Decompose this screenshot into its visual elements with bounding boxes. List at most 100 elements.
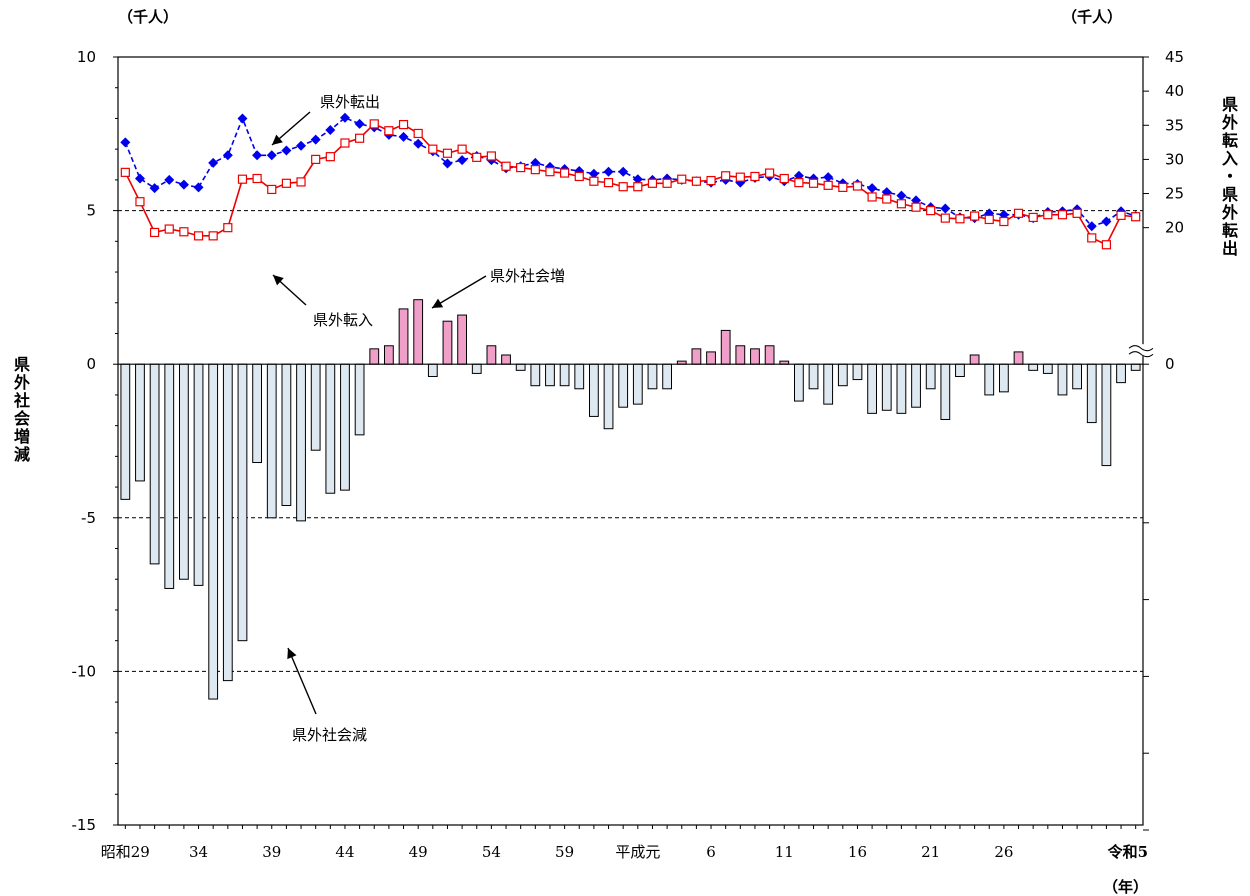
net-migration-bar xyxy=(1130,363,1141,371)
outflow-point xyxy=(281,145,292,156)
net-migration-bar xyxy=(881,363,892,411)
inflow-point xyxy=(501,161,511,171)
axis-break-wave xyxy=(1128,351,1154,358)
net-migration-bar xyxy=(164,363,175,589)
annotation-in: 県外転入 xyxy=(272,274,373,329)
net-migration-bar xyxy=(1086,363,1097,424)
net-migration-bar xyxy=(603,363,614,430)
inflow-point xyxy=(413,128,423,139)
annotation-arrow-head xyxy=(287,648,297,660)
net-migration-bar xyxy=(1042,363,1053,374)
net-migration-bar xyxy=(208,363,219,700)
outflow-point xyxy=(1101,216,1112,227)
outflow-point xyxy=(603,166,614,177)
annotation-arrow-line xyxy=(287,647,317,715)
net-migration-bar xyxy=(662,363,673,390)
outflow-point xyxy=(134,173,145,184)
outflow-point xyxy=(398,131,409,142)
outflow-point xyxy=(1086,221,1097,232)
net-migration-bar xyxy=(252,363,262,464)
x-category-label: 21 xyxy=(921,843,940,861)
inflow-point xyxy=(735,172,745,182)
inflow-point xyxy=(237,174,248,184)
net-migration-bar xyxy=(720,329,731,365)
net-migration-bar xyxy=(852,363,863,381)
net-migration-bar xyxy=(384,345,394,365)
inflow-point xyxy=(633,182,643,192)
net-migration-bar xyxy=(193,363,204,586)
annotation-arrow-head xyxy=(272,134,283,145)
inflow-point xyxy=(589,176,599,186)
net-migration-bar xyxy=(750,348,760,365)
net-migration-bar xyxy=(545,363,555,387)
right-tick-label: 30 xyxy=(1165,150,1184,168)
outflow-line xyxy=(124,116,1136,228)
net-migration-bar xyxy=(310,363,321,451)
left-tick-label: 10 xyxy=(77,48,96,66)
net-migration-bar xyxy=(794,363,804,402)
net-migration-bar xyxy=(559,363,570,387)
inflow-point xyxy=(1057,210,1068,220)
net-migration-bar xyxy=(369,348,380,365)
x-category-label: 39 xyxy=(262,843,281,861)
net-migration-bar xyxy=(1013,351,1024,365)
inflow-line xyxy=(124,122,1136,246)
outflow-point xyxy=(632,174,643,185)
net-migration-bar xyxy=(574,363,585,390)
inflow-point xyxy=(267,184,277,195)
x-category-label: 26 xyxy=(994,843,1013,861)
net-migration-bar xyxy=(764,345,775,365)
inflow-point xyxy=(150,227,160,238)
inflow-point xyxy=(223,223,233,233)
right-tick-label: 40 xyxy=(1165,82,1184,100)
outflow-point xyxy=(266,150,277,161)
inflow-point xyxy=(691,176,701,186)
inflow-point xyxy=(618,182,628,192)
inflow-point xyxy=(560,168,570,178)
inflow-point xyxy=(311,154,321,164)
net-migration-bar xyxy=(120,363,131,500)
net-migration-bar xyxy=(808,363,819,390)
inflow-point xyxy=(296,177,306,187)
net-migration-bar xyxy=(1072,363,1082,390)
inflow-point xyxy=(677,174,687,184)
net-migration-bar xyxy=(135,363,145,482)
inflow-point xyxy=(852,181,863,191)
net-migration-bar xyxy=(969,354,980,365)
net-migration-bar xyxy=(589,363,599,417)
inflow-point xyxy=(472,152,482,162)
x-category-label: 54 xyxy=(482,843,501,861)
net-migration-bar xyxy=(940,363,951,420)
outflow-point xyxy=(618,166,629,177)
inflow-point xyxy=(867,192,877,202)
net-migration-bar xyxy=(427,363,438,377)
x-category-label: 16 xyxy=(848,843,867,861)
net-migration-bar xyxy=(1028,363,1039,371)
inflow-series xyxy=(120,119,1141,250)
axis-break-mask xyxy=(1129,344,1155,357)
axes: 10 5 0 -5 -10 -15 45 40 35 30 25 20 0 昭和29 34 39 44 49 54 5… xyxy=(72,48,1185,861)
right-tick-label: 0 xyxy=(1165,355,1175,373)
net-migration-bar xyxy=(471,363,482,374)
net-migration-bar xyxy=(354,363,365,436)
net-migration-bar xyxy=(149,363,160,565)
inflow-point xyxy=(706,175,716,186)
inflow-point xyxy=(516,162,526,173)
inflow-point xyxy=(662,178,672,188)
net-migration-bar xyxy=(222,363,233,682)
outflow-point xyxy=(325,125,336,136)
inflow-point xyxy=(530,165,540,175)
net-migration-bar xyxy=(911,363,921,408)
x-category-label: 令和5 xyxy=(1108,843,1148,861)
inflow-point xyxy=(823,180,833,190)
inflow-point xyxy=(1043,210,1053,220)
left-tick-label: 0 xyxy=(86,355,96,373)
net-migration-bar xyxy=(237,363,248,642)
inflow-point xyxy=(911,202,921,212)
left-tick-label: -15 xyxy=(72,816,97,834)
x-category-label: 59 xyxy=(555,843,574,861)
outflow-point xyxy=(252,150,263,161)
outflow-point xyxy=(120,137,131,148)
right-unit-label: （千人） xyxy=(1062,8,1122,26)
